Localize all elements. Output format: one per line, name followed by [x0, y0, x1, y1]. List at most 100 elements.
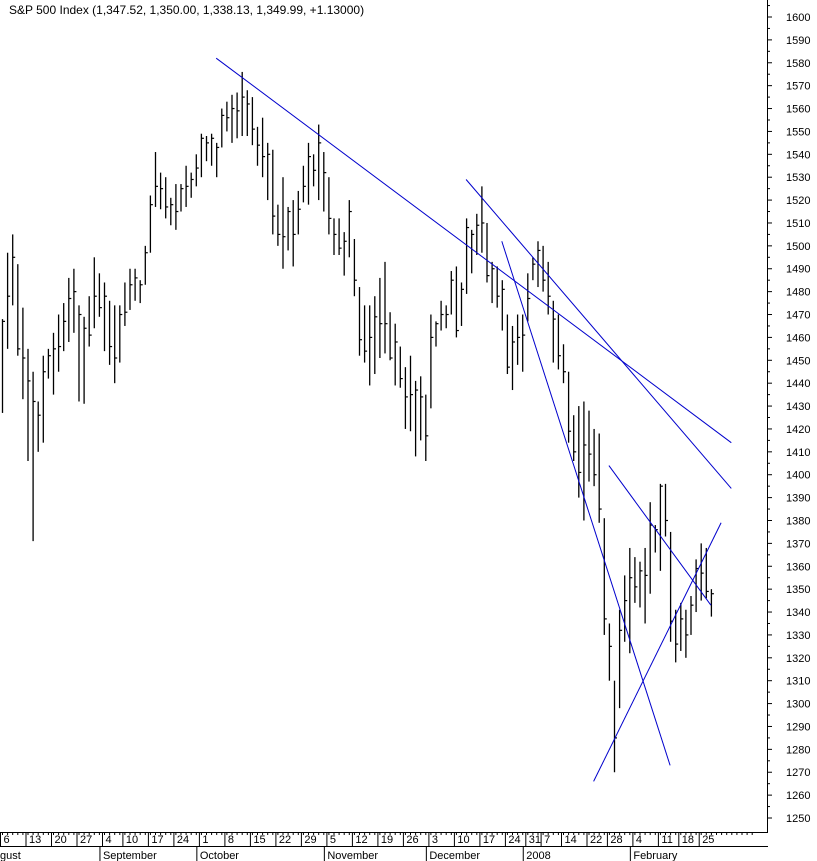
y-tick-label: 1380	[786, 515, 810, 527]
price-bars	[1, 71, 714, 773]
x-day-label: 22	[590, 834, 602, 846]
price-bar	[241, 71, 245, 137]
price-bar	[312, 154, 317, 187]
price-bar	[522, 314, 526, 372]
price-bar	[119, 305, 123, 363]
x-day-label: 25	[702, 834, 714, 846]
price-bar	[404, 367, 408, 429]
price-bar	[114, 305, 118, 384]
price-bar	[277, 204, 281, 246]
y-tick-label: 1310	[786, 676, 810, 688]
y-tick-label: 1450	[786, 355, 810, 367]
price-bar	[267, 142, 271, 201]
price-bar	[562, 344, 566, 384]
x-day-label: 1	[202, 834, 208, 846]
price-bar	[129, 268, 133, 310]
y-tick-label: 1530	[786, 172, 810, 184]
x-day-label: 29	[304, 834, 316, 846]
price-bar	[527, 273, 531, 322]
price-bar	[465, 218, 470, 294]
price-bar	[603, 518, 607, 635]
price-bar	[358, 287, 362, 356]
x-day-label: 14	[565, 834, 577, 846]
price-bar	[455, 266, 459, 338]
price-bar	[618, 609, 623, 709]
price-bar	[6, 252, 11, 349]
price-bar	[450, 271, 454, 315]
price-bar	[435, 321, 439, 347]
price-bar	[17, 264, 21, 356]
price-bar	[328, 177, 332, 235]
x-day-label: 8	[228, 834, 234, 846]
price-bar	[486, 222, 490, 283]
price-bar	[27, 348, 31, 461]
x-day-label: 24	[508, 834, 520, 846]
price-bar	[425, 394, 429, 461]
price-bar	[496, 266, 500, 308]
x-day-label: 7	[544, 834, 550, 846]
price-bar	[363, 305, 368, 363]
price-bar	[221, 108, 225, 148]
x-day-label: 10	[457, 834, 469, 846]
price-bar	[501, 280, 505, 331]
trendline	[465, 179, 732, 489]
price-bar	[399, 346, 403, 388]
chart-title: S&P 500 Index (1,347.52, 1,350.00, 1,338…	[9, 3, 364, 17]
y-tick-label: 1520	[786, 195, 810, 207]
y-tick-label: 1280	[786, 744, 810, 756]
price-bar	[195, 154, 199, 187]
price-bar	[57, 314, 62, 372]
price-bar	[37, 401, 41, 452]
price-bar	[634, 557, 638, 603]
price-bar	[353, 238, 357, 297]
price-bar	[200, 133, 204, 178]
x-day-label: 28	[610, 834, 622, 846]
price-bar	[246, 90, 250, 137]
price-bar	[231, 94, 235, 143]
price-bar	[567, 371, 572, 443]
price-bar	[78, 305, 82, 402]
price-bar	[292, 200, 296, 267]
x-day-label: 27	[80, 834, 92, 846]
price-bar	[374, 296, 378, 375]
price-bar	[379, 277, 383, 359]
y-tick-label: 1260	[786, 790, 810, 802]
y-tick-label: 1320	[786, 653, 810, 665]
x-day-label: 15	[253, 834, 265, 846]
y-tick-label: 1440	[786, 378, 810, 390]
price-bar	[282, 177, 286, 269]
price-bar	[710, 589, 714, 617]
price-bar	[323, 152, 327, 212]
price-bar	[68, 277, 72, 342]
y-tick-label: 1540	[786, 149, 810, 161]
y-tick-label: 1510	[786, 218, 810, 230]
trendline	[501, 241, 671, 766]
price-bar	[414, 380, 419, 457]
price-bar	[22, 307, 26, 400]
y-tick-label: 1420	[786, 424, 810, 436]
price-bar	[690, 596, 694, 635]
price-bar	[471, 229, 475, 274]
price-bar	[369, 305, 373, 386]
price-bar	[251, 97, 255, 146]
x-day-label: 17	[483, 834, 495, 846]
price-bar	[685, 609, 689, 658]
y-tick-label: 1550	[786, 126, 810, 138]
y-tick-label: 1370	[786, 538, 810, 550]
price-bar	[175, 184, 179, 230]
y-tick-label: 1500	[786, 241, 810, 253]
price-bar	[537, 241, 541, 288]
price-bar	[333, 218, 337, 256]
price-bar	[42, 355, 46, 443]
price-bar	[180, 184, 184, 212]
price-bar	[108, 300, 113, 365]
price-bar	[593, 428, 597, 487]
price-bar	[506, 314, 510, 375]
price-bar	[149, 195, 153, 253]
trendline	[608, 465, 712, 606]
price-bar	[343, 232, 347, 276]
x-month-label: December	[429, 850, 480, 861]
y-tick-label: 1250	[786, 813, 810, 825]
price-bar	[348, 200, 352, 258]
